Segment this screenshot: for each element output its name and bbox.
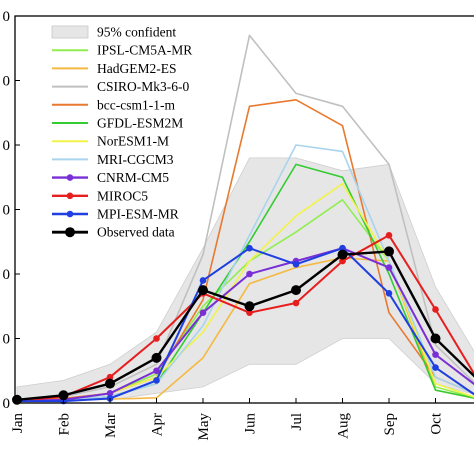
x-tick-label: Feb bbox=[57, 413, 73, 436]
data-point bbox=[339, 244, 346, 252]
data-point bbox=[339, 257, 346, 265]
legend-label: GFDL-ESM2M bbox=[97, 116, 183, 131]
series-line bbox=[16, 144, 474, 402]
confidence-band-layer bbox=[16, 157, 474, 402]
data-point bbox=[153, 377, 160, 384]
data-point bbox=[246, 309, 253, 317]
legend-label: CSIRO-Mk3-6-0 bbox=[97, 79, 190, 94]
x-tick-label: Aug bbox=[336, 413, 352, 439]
y-tick-label: 0 bbox=[3, 396, 11, 412]
data-point bbox=[151, 352, 162, 363]
data-point bbox=[153, 335, 160, 342]
legend-swatch-marker bbox=[66, 210, 74, 218]
x-tick-label: Sep bbox=[382, 413, 398, 436]
y-tick-label: 0 bbox=[3, 267, 11, 283]
legend-label: IPSL-CM5A-MR bbox=[97, 43, 192, 58]
data-point bbox=[432, 364, 439, 371]
data-point bbox=[106, 390, 114, 397]
data-point bbox=[385, 290, 393, 297]
data-point bbox=[105, 378, 115, 389]
legend-swatch-band bbox=[51, 25, 89, 39]
data-point bbox=[432, 306, 439, 313]
data-point bbox=[198, 285, 208, 296]
y-axis: 0 0 0 0 0 0 0 bbox=[3, 9, 20, 412]
data-point bbox=[244, 301, 255, 312]
legend-swatch-marker bbox=[65, 227, 75, 238]
y-tick-label: 0 bbox=[3, 74, 11, 90]
legend-label: 95% confident bbox=[97, 25, 176, 40]
legend-swatch-marker bbox=[66, 192, 74, 200]
legend-label: Observed data bbox=[97, 225, 175, 240]
data-point bbox=[384, 246, 394, 257]
series-mri-cgcm3 bbox=[16, 144, 474, 402]
y-tick-label: 0 bbox=[3, 332, 11, 348]
x-tick-label: Oct bbox=[429, 412, 445, 434]
data-point bbox=[292, 299, 300, 307]
legend-label: NorESM1-M bbox=[97, 134, 169, 149]
data-point bbox=[199, 277, 207, 284]
legend-label: bcc-csm1-1-m bbox=[97, 97, 175, 112]
confidence-band bbox=[16, 157, 474, 402]
data-point bbox=[292, 261, 300, 268]
legend: 95% confident IPSL-CM5A-MR HadGEM2-ES CSIRO… bbox=[51, 25, 192, 240]
legend-label: CNRM-CM5 bbox=[97, 170, 169, 185]
data-point bbox=[246, 270, 253, 278]
data-point bbox=[430, 333, 441, 344]
data-point bbox=[337, 249, 348, 260]
x-tick-label: Apr bbox=[150, 413, 166, 436]
data-point bbox=[58, 390, 69, 401]
data-point bbox=[153, 367, 160, 375]
data-point bbox=[385, 232, 393, 239]
x-axis: JanFebMarAprMayJunJulAugSepOctNov bbox=[10, 398, 445, 441]
legend-label: MIROC5 bbox=[97, 188, 148, 203]
legend-label: MRI-CGCM3 bbox=[97, 152, 174, 167]
series-layer bbox=[12, 34, 474, 405]
data-point bbox=[291, 285, 301, 296]
data-point bbox=[385, 264, 393, 271]
x-tick-label: Jan bbox=[10, 413, 26, 433]
legend-label: HadGEM2-ES bbox=[97, 61, 177, 76]
series-line bbox=[16, 34, 474, 401]
data-point bbox=[432, 351, 439, 358]
legend-label: MPI-ESM-MR bbox=[97, 207, 179, 222]
x-tick-label: Jun bbox=[243, 413, 259, 434]
series-csiro-mk3-6-0 bbox=[16, 34, 474, 401]
data-point bbox=[199, 309, 207, 317]
x-tick-label: Jul bbox=[289, 413, 305, 431]
x-tick-label: May bbox=[196, 413, 212, 441]
y-tick-label: 0 bbox=[3, 203, 11, 219]
data-point bbox=[106, 373, 114, 381]
data-point bbox=[246, 244, 253, 252]
legend-swatch-marker bbox=[66, 174, 74, 181]
y-tick-label: 0 bbox=[3, 138, 11, 154]
y-tick-label: 0 bbox=[3, 9, 11, 25]
x-tick-label: Mar bbox=[103, 413, 119, 438]
